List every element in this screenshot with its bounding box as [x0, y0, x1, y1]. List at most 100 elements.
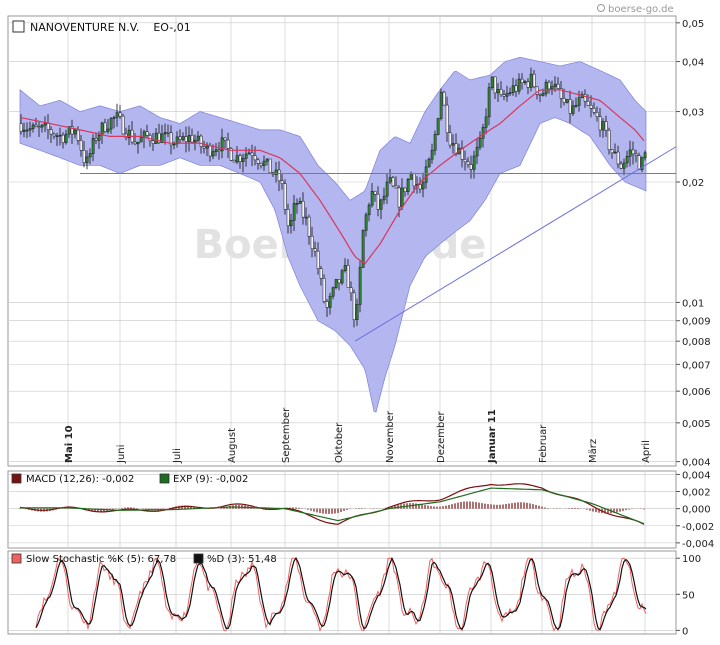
- candle-body: [253, 155, 257, 161]
- candle-body: [286, 209, 290, 227]
- candle-body: [373, 191, 377, 195]
- candle-body: [58, 134, 62, 137]
- exp-legend: EXP (9): -0,002: [173, 474, 248, 485]
- candle-body: [235, 155, 239, 163]
- candle-body: [556, 83, 560, 89]
- candle-body: [448, 132, 452, 146]
- candle-body: [370, 191, 374, 206]
- y-tick-label: 0,02: [682, 178, 704, 189]
- candle-body: [103, 122, 107, 132]
- candle-body: [61, 134, 65, 143]
- candle-body: [232, 160, 236, 163]
- candle-body: [346, 265, 350, 288]
- candle-body: [265, 158, 269, 162]
- candle-body: [175, 136, 179, 145]
- moving-average-line: [19, 89, 645, 265]
- candle-body: [511, 85, 515, 93]
- candle-body: [523, 81, 527, 83]
- candle-body: [91, 138, 95, 154]
- candle-body: [100, 122, 104, 136]
- candle-body: [193, 139, 197, 143]
- x-axis-label: Mai 10: [64, 425, 75, 463]
- candle-body: [355, 304, 359, 321]
- candle-body: [205, 145, 209, 149]
- y-tick-label: 0,03: [682, 108, 704, 119]
- candle-body: [220, 137, 224, 152]
- candle-body: [631, 149, 635, 155]
- candle-body: [154, 132, 158, 144]
- source-watermark: boerse-go.de: [608, 4, 674, 15]
- candle-body: [418, 184, 422, 190]
- candle-body: [94, 138, 98, 141]
- candle-body: [517, 78, 521, 92]
- candle-body: [259, 163, 263, 166]
- candle-body: [139, 137, 143, 143]
- candle-body: [616, 151, 620, 165]
- candle-body: [55, 135, 59, 138]
- candle-body: [97, 134, 101, 141]
- candle-body: [34, 124, 38, 127]
- candle-body: [424, 166, 428, 183]
- candle-body: [307, 216, 311, 237]
- main-y-axis: 0,05 0,04 0,03 0,02 0,01 0,009 0,008 0,007 0,006…: [676, 19, 711, 469]
- candle-body: [439, 91, 443, 119]
- candle-body: [256, 159, 260, 164]
- macd-legend-swatch: [11, 473, 22, 484]
- candle-body: [364, 214, 368, 231]
- d-legend-swatch: [193, 553, 204, 564]
- candle-body: [349, 287, 353, 294]
- candle-body: [361, 230, 365, 268]
- candle-body: [166, 132, 170, 134]
- candle-body: [172, 143, 176, 146]
- candle-body: [559, 88, 563, 99]
- bollinger-band: [19, 56, 647, 413]
- candle-body: [622, 162, 626, 169]
- candle-body: [583, 94, 587, 102]
- candle-body: [397, 187, 401, 208]
- y-tick-label: 0,04: [682, 58, 704, 69]
- candle-body: [49, 129, 53, 135]
- candle-body: [451, 143, 455, 146]
- candle-body: [157, 132, 161, 143]
- candle-body: [382, 195, 386, 201]
- candle-body: [322, 278, 326, 302]
- candle-body: [181, 136, 185, 140]
- x-axis-label: Juli: [172, 448, 183, 464]
- candle-body: [547, 81, 551, 90]
- x-axis-label: September: [281, 407, 292, 463]
- candle-body: [421, 182, 425, 190]
- candle-body: [394, 185, 398, 189]
- candle-body: [613, 151, 617, 154]
- candle-body: [538, 94, 542, 96]
- candle-body: [274, 169, 278, 175]
- x-axis-label: Oktober: [334, 422, 345, 463]
- candle-body: [304, 216, 308, 219]
- candle-body: [430, 149, 434, 160]
- candle-body: [475, 146, 479, 157]
- series-checkbox-icon[interactable]: [12, 20, 25, 33]
- k-legend-swatch: [11, 553, 22, 564]
- candle-body: [436, 118, 440, 135]
- candle-body: [496, 89, 500, 94]
- candle-body: [22, 129, 26, 132]
- candle-body: [229, 148, 233, 161]
- y-tick-label: 0,009: [682, 317, 711, 328]
- candle-body: [469, 164, 473, 170]
- candle-body: [544, 81, 548, 94]
- macd-line: [19, 483, 645, 525]
- candle-body: [196, 135, 200, 141]
- candle-body: [598, 116, 602, 131]
- candle-body: [628, 149, 632, 157]
- candle-body: [280, 180, 284, 184]
- candle-body: [484, 116, 488, 128]
- candle-body: [250, 152, 254, 156]
- candle-body: [526, 81, 530, 88]
- candle-body: [106, 128, 110, 132]
- candle-body: [31, 124, 35, 129]
- candle-body: [505, 93, 509, 97]
- trend-line: [354, 146, 677, 342]
- candle-body: [208, 145, 212, 157]
- candle-body: [493, 76, 497, 94]
- candle-body: [298, 200, 302, 204]
